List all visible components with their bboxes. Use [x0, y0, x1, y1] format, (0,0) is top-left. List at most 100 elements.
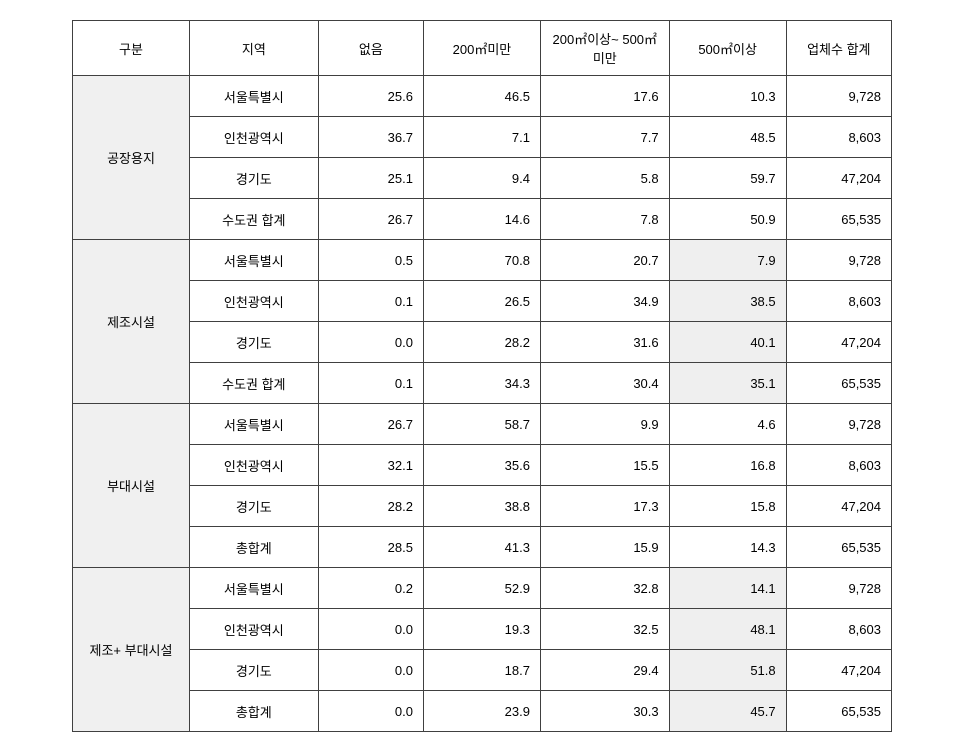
value-cell: 18.7: [423, 650, 540, 691]
value-cell: 9,728: [786, 404, 891, 445]
value-cell: 9,728: [786, 76, 891, 117]
value-cell: 47,204: [786, 650, 891, 691]
table-row: 총합계0.023.930.345.765,535: [73, 691, 892, 732]
value-cell: 51.8: [669, 650, 786, 691]
table-row: 공장용지서울특별시25.646.517.610.39,728: [73, 76, 892, 117]
value-cell: 70.8: [423, 240, 540, 281]
value-cell: 65,535: [786, 691, 891, 732]
value-cell: 14.1: [669, 568, 786, 609]
table-body: 공장용지서울특별시25.646.517.610.39,728인천광역시36.77…: [73, 76, 892, 732]
region-cell: 수도권 합계: [189, 363, 318, 404]
value-cell: 58.7: [423, 404, 540, 445]
value-cell: 65,535: [786, 199, 891, 240]
value-cell: 8,603: [786, 281, 891, 322]
value-cell: 9.4: [423, 158, 540, 199]
region-cell: 서울특별시: [189, 568, 318, 609]
region-cell: 경기도: [189, 322, 318, 363]
category-cell: 제조시설: [73, 240, 190, 404]
value-cell: 8,603: [786, 445, 891, 486]
value-cell: 30.3: [540, 691, 669, 732]
region-cell: 인천광역시: [189, 445, 318, 486]
value-cell: 20.7: [540, 240, 669, 281]
value-cell: 26.7: [318, 404, 423, 445]
region-cell: 서울특별시: [189, 404, 318, 445]
col-header-category: 구분: [73, 21, 190, 76]
value-cell: 34.9: [540, 281, 669, 322]
value-cell: 38.5: [669, 281, 786, 322]
value-cell: 48.5: [669, 117, 786, 158]
value-cell: 35.1: [669, 363, 786, 404]
value-cell: 45.7: [669, 691, 786, 732]
value-cell: 47,204: [786, 322, 891, 363]
value-cell: 19.3: [423, 609, 540, 650]
region-cell: 수도권 합계: [189, 199, 318, 240]
value-cell: 9.9: [540, 404, 669, 445]
category-cell: 공장용지: [73, 76, 190, 240]
value-cell: 32.1: [318, 445, 423, 486]
value-cell: 5.8: [540, 158, 669, 199]
value-cell: 17.3: [540, 486, 669, 527]
table-row: 경기도0.018.729.451.847,204: [73, 650, 892, 691]
table-row: 총합계28.541.315.914.365,535: [73, 527, 892, 568]
value-cell: 65,535: [786, 527, 891, 568]
value-cell: 65,535: [786, 363, 891, 404]
col-header-over500: 500㎡이상: [669, 21, 786, 76]
value-cell: 7.7: [540, 117, 669, 158]
value-cell: 0.0: [318, 609, 423, 650]
col-header-under200: 200㎡미만: [423, 21, 540, 76]
value-cell: 59.7: [669, 158, 786, 199]
table-row: 경기도28.238.817.315.847,204: [73, 486, 892, 527]
value-cell: 32.5: [540, 609, 669, 650]
region-cell: 인천광역시: [189, 609, 318, 650]
value-cell: 47,204: [786, 158, 891, 199]
value-cell: 28.2: [423, 322, 540, 363]
table-row: 제조시설서울특별시0.570.820.77.99,728: [73, 240, 892, 281]
value-cell: 36.7: [318, 117, 423, 158]
value-cell: 38.8: [423, 486, 540, 527]
category-cell: 부대시설: [73, 404, 190, 568]
value-cell: 48.1: [669, 609, 786, 650]
value-cell: 30.4: [540, 363, 669, 404]
value-cell: 15.8: [669, 486, 786, 527]
value-cell: 31.6: [540, 322, 669, 363]
value-cell: 8,603: [786, 117, 891, 158]
region-cell: 서울특별시: [189, 240, 318, 281]
value-cell: 16.8: [669, 445, 786, 486]
col-header-none: 없음: [318, 21, 423, 76]
col-header-200to500: 200㎡이상~ 500㎡미만: [540, 21, 669, 76]
value-cell: 0.0: [318, 691, 423, 732]
value-cell: 40.1: [669, 322, 786, 363]
value-cell: 15.5: [540, 445, 669, 486]
table-row: 인천광역시0.126.534.938.58,603: [73, 281, 892, 322]
value-cell: 0.0: [318, 322, 423, 363]
value-cell: 32.8: [540, 568, 669, 609]
value-cell: 23.9: [423, 691, 540, 732]
table-header-row: 구분 지역 없음 200㎡미만 200㎡이상~ 500㎡미만 500㎡이상 업체…: [73, 21, 892, 76]
value-cell: 0.1: [318, 363, 423, 404]
value-cell: 14.6: [423, 199, 540, 240]
value-cell: 25.1: [318, 158, 423, 199]
value-cell: 46.5: [423, 76, 540, 117]
region-cell: 경기도: [189, 158, 318, 199]
value-cell: 25.6: [318, 76, 423, 117]
table-row: 수도권 합계0.134.330.435.165,535: [73, 363, 892, 404]
value-cell: 4.6: [669, 404, 786, 445]
value-cell: 7.1: [423, 117, 540, 158]
value-cell: 29.4: [540, 650, 669, 691]
value-cell: 9,728: [786, 240, 891, 281]
value-cell: 52.9: [423, 568, 540, 609]
table-row: 제조+ 부대시설서울특별시0.252.932.814.19,728: [73, 568, 892, 609]
table-row: 경기도25.19.45.859.747,204: [73, 158, 892, 199]
region-cell: 총합계: [189, 527, 318, 568]
value-cell: 9,728: [786, 568, 891, 609]
value-cell: 41.3: [423, 527, 540, 568]
value-cell: 28.5: [318, 527, 423, 568]
value-cell: 35.6: [423, 445, 540, 486]
value-cell: 0.1: [318, 281, 423, 322]
region-cell: 경기도: [189, 486, 318, 527]
table-row: 인천광역시36.77.17.748.58,603: [73, 117, 892, 158]
value-cell: 28.2: [318, 486, 423, 527]
region-cell: 인천광역시: [189, 281, 318, 322]
value-cell: 0.2: [318, 568, 423, 609]
value-cell: 15.9: [540, 527, 669, 568]
